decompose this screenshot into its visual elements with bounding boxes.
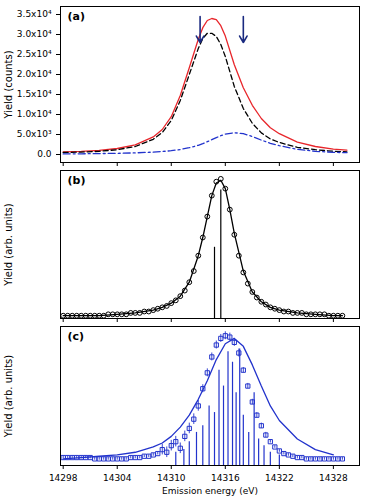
svg-text:5.0x10³: 5.0x10³ xyxy=(17,129,52,139)
svg-text:14298: 14298 xyxy=(49,473,78,483)
svg-text:2.0x10⁴: 2.0x10⁴ xyxy=(17,69,52,79)
svg-text:14322: 14322 xyxy=(265,473,294,483)
svg-text:1.5x10⁴: 1.5x10⁴ xyxy=(17,89,52,99)
svg-text:(c): (c) xyxy=(68,330,85,343)
svg-text:Emission energy (eV): Emission energy (eV) xyxy=(162,486,258,496)
svg-text:14304: 14304 xyxy=(103,473,132,483)
svg-text:3.5x10⁴: 3.5x10⁴ xyxy=(17,9,52,19)
svg-text:Yield (arb. units): Yield (arb. units) xyxy=(3,355,14,438)
svg-text:2.5x10⁴: 2.5x10⁴ xyxy=(17,49,52,59)
svg-text:14316: 14316 xyxy=(211,473,240,483)
svg-text:0.0: 0.0 xyxy=(37,149,52,159)
svg-text:14328: 14328 xyxy=(319,473,348,483)
svg-text:3.0x10⁴: 3.0x10⁴ xyxy=(17,29,52,39)
svg-text:(b): (b) xyxy=(68,174,86,187)
svg-text:Yield (arb. units): Yield (arb. units) xyxy=(3,203,14,286)
svg-text:1.0x10⁴: 1.0x10⁴ xyxy=(17,109,52,119)
svg-text:(a): (a) xyxy=(68,10,85,23)
svg-text:14310: 14310 xyxy=(157,473,186,483)
svg-text:Yield (counts): Yield (counts) xyxy=(3,50,14,119)
